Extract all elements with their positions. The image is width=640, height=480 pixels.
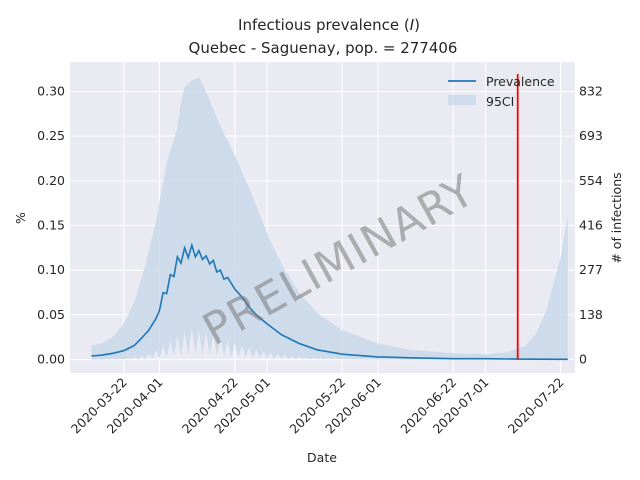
y-right-tick-label: 277 — [579, 262, 603, 277]
y-axis-ticks-left: 0.00 0.05 0.10 0.15 0.20 0.25 0.30 — [37, 83, 65, 366]
y-right-tick-label: 832 — [579, 83, 603, 98]
prevalence-line-layer — [91, 242, 568, 361]
y-tick-label: 0.15 — [37, 218, 65, 233]
y-right-tick-label: 416 — [579, 218, 603, 233]
y-tick-label: 0.20 — [37, 173, 65, 188]
legend: Prevalence 95CI — [448, 74, 555, 109]
y-axis-title-left: % — [13, 212, 28, 224]
y-tick-label: 0.30 — [37, 83, 65, 98]
y-right-tick-label: 138 — [579, 307, 603, 322]
y-axis-ticks-right: 0 138 277 416 554 693 832 — [579, 83, 603, 366]
confidence-band-layer — [91, 77, 568, 360]
prevalence-line — [91, 242, 568, 361]
legend-95ci-swatch — [448, 95, 476, 105]
x-axis-title: Date — [307, 450, 337, 465]
legend-prevalence-label: Prevalence — [486, 74, 555, 89]
confidence-band-95ci — [91, 77, 568, 360]
legend-95ci-label: 95CI — [486, 94, 514, 109]
y-tick-label: 0.25 — [37, 128, 65, 143]
y-right-tick-label: 0 — [579, 352, 587, 367]
y-right-tick-label: 554 — [579, 173, 603, 188]
y-right-tick-label: 693 — [579, 128, 603, 143]
y-tick-label: 0.05 — [37, 307, 65, 322]
chart-subtitle: Quebec - Saguenay, pop. = 277406 — [189, 39, 458, 57]
chart-title: Infectious prevalence (I) — [238, 16, 420, 34]
x-tick-label: 2020-07-22 — [505, 375, 567, 437]
y-axis-title-right: # of infections — [609, 172, 624, 263]
y-tick-label: 0.00 — [37, 352, 65, 367]
y-tick-label: 0.10 — [37, 262, 65, 277]
